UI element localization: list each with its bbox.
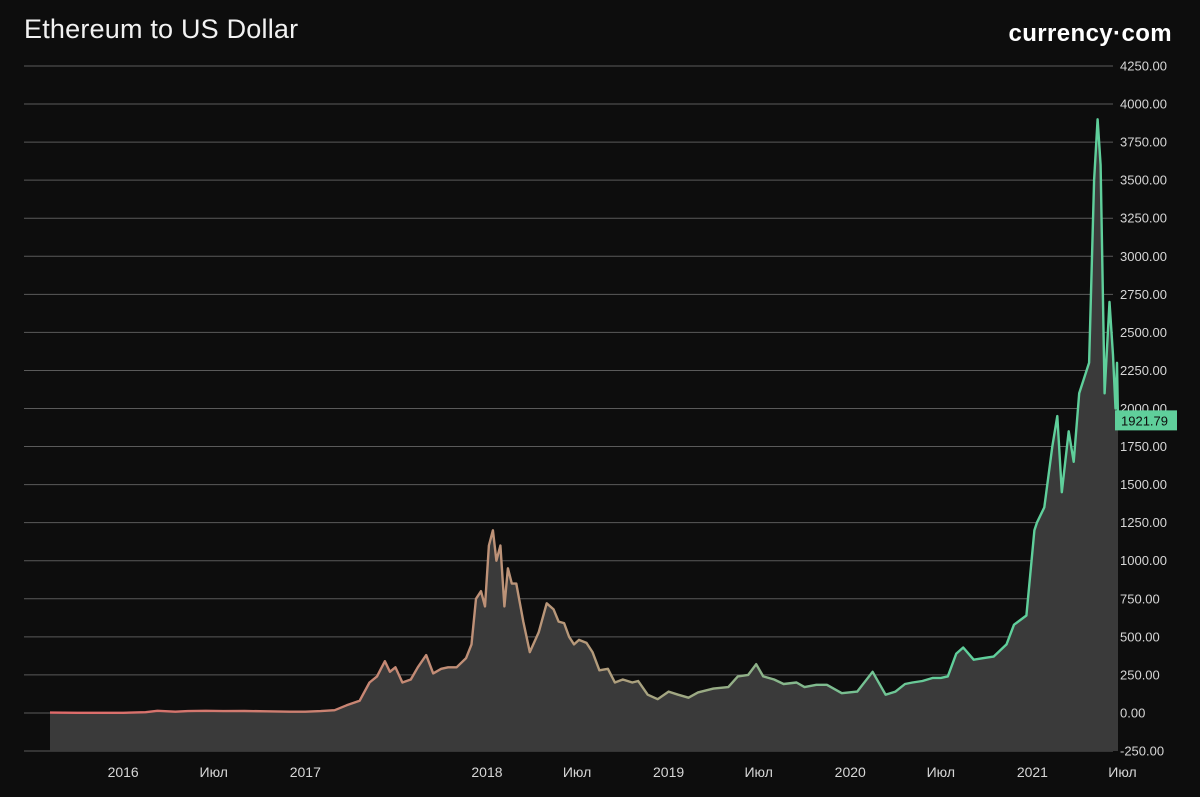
last-price-tag-bg — [1115, 410, 1177, 431]
y-tick-label: 2500.00 — [1120, 325, 1167, 340]
x-tick-label: 2021 — [1017, 764, 1048, 780]
y-tick-label: 2250.00 — [1120, 363, 1167, 378]
y-tick-label: 250.00 — [1120, 667, 1160, 682]
x-tick-label: Июл — [744, 764, 772, 780]
brand-logo[interactable]: currency·com — [1008, 20, 1172, 47]
y-tick-label: 0.00 — [1120, 705, 1145, 720]
y-tick-label: 750.00 — [1120, 591, 1160, 606]
y-tick-label: 500.00 — [1120, 629, 1160, 644]
y-tick-label: 2750.00 — [1120, 287, 1167, 302]
x-axis-ticks: 2016 Июл 2017 2018 Июл 2019 Июл 2020 Июл 2021 Июл — [108, 764, 1137, 780]
x-tick-label: 2019 — [653, 764, 684, 780]
y-tick-label: 3000.00 — [1120, 249, 1167, 264]
x-tick-label: 2017 — [290, 764, 321, 780]
y-tick-label: 4000.00 — [1120, 97, 1167, 112]
x-tick-label: 2020 — [835, 764, 866, 780]
y-tick-label: 1500.00 — [1120, 477, 1167, 492]
y-tick-label: 3750.00 — [1120, 135, 1167, 150]
x-tick-label: Июл — [563, 764, 591, 780]
y-tick-label: 1000.00 — [1120, 553, 1167, 568]
y-tick-label: -250.00 — [1120, 744, 1164, 759]
x-tick-label: Июл — [200, 764, 228, 780]
y-axis-ticks: 4250.00 4000.00 3750.00 3500.00 3250.00 3000.… — [1120, 59, 1167, 759]
x-tick-label: Июл — [927, 764, 955, 780]
chart-title: Ethereum to US Dollar — [24, 14, 299, 44]
x-tick-label: Июл — [1108, 764, 1136, 780]
price-line — [49, 118, 1120, 714]
last-price-tag: 1921.79 — [1115, 410, 1177, 431]
price-area — [50, 119, 1118, 752]
y-tick-label: 3500.00 — [1120, 173, 1167, 188]
y-tick-label: 4250.00 — [1120, 59, 1167, 74]
last-price-value: 1921.79 — [1121, 413, 1168, 428]
x-tick-label: 2016 — [108, 764, 139, 780]
y-tick-label: 1250.00 — [1120, 515, 1167, 530]
y-tick-label: 3250.00 — [1120, 211, 1167, 226]
x-tick-label: 2018 — [471, 764, 502, 780]
y-tick-label: 1750.00 — [1120, 439, 1167, 454]
